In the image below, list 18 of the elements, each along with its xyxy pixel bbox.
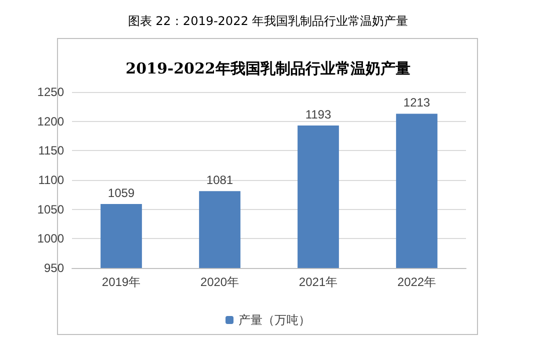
legend-label: 产量（万吨） [238,313,310,327]
x-tick-label: 2022年 [397,275,436,289]
y-tick-label: 1200 [37,114,64,128]
chart-subtitle: 2019-2022年我国乳制品行业常温奶产量 [126,60,410,78]
x-tick-label: 2019年 [102,275,141,289]
chart-title: 图表 22：2019-2022 年我国乳制品行业常温奶产量 [128,14,408,28]
y-tick-label: 1100 [38,173,64,187]
data-label: 1081 [206,173,234,188]
y-tick-label: 1250 [37,85,64,99]
y-tick-label: 1150 [38,144,64,158]
x-tick-label: 2020年 [200,275,240,289]
y-tick-label: 1050 [37,202,64,216]
data-label: 1059 [108,186,135,200]
data-label: 1213 [403,96,430,110]
x-tick-label: 2021年 [298,275,338,289]
y-tick-label: 950 [44,261,64,275]
data-label: 1193 [305,107,332,122]
y-tick-label: 1000 [37,232,64,246]
